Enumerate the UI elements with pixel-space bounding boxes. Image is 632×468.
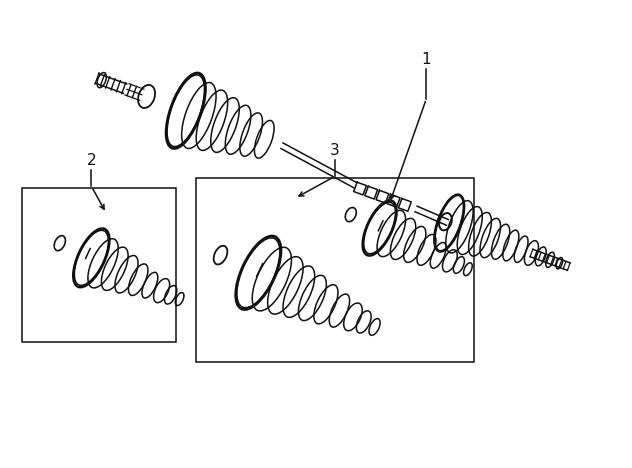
Polygon shape [354,182,367,195]
Polygon shape [365,186,377,199]
Bar [21,188,176,343]
Bar [196,178,474,362]
Text: 1: 1 [422,52,431,67]
Text: 3: 3 [330,144,340,159]
Text: 2: 2 [87,154,96,168]
Polygon shape [399,198,411,211]
Polygon shape [376,190,389,203]
Polygon shape [387,194,400,207]
